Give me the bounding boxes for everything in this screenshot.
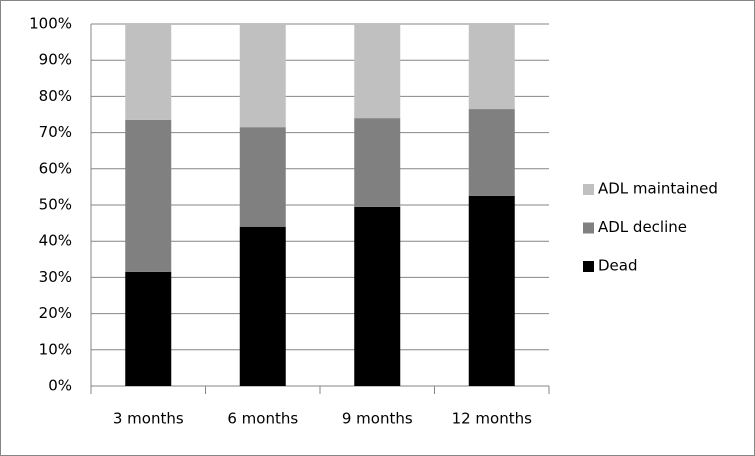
x-tick-label: 12 months: [452, 410, 533, 428]
bar-segment: [125, 24, 172, 120]
bar-segment: [239, 127, 286, 227]
bar-segment: [354, 206, 401, 386]
bar-segment: [468, 195, 515, 386]
legend-label: ADL maintained: [598, 180, 718, 198]
y-tick-label: 20%: [39, 304, 72, 322]
y-tick-label: 90%: [39, 51, 72, 69]
bar-segment: [125, 119, 172, 272]
bar-segment: [468, 24, 515, 110]
bar-segment: [354, 24, 401, 119]
x-tick-label: 9 months: [342, 410, 413, 428]
y-tick-label: 10%: [39, 340, 72, 358]
y-tick-label: 70%: [39, 123, 72, 141]
y-tick-label: 60%: [39, 159, 72, 177]
x-tick-label: 3 months: [113, 410, 184, 428]
legend-swatch: [583, 222, 594, 234]
legend-swatch: [583, 261, 594, 272]
bar-segment: [125, 271, 172, 386]
legend-swatch: [583, 184, 594, 195]
x-tick-label: 6 months: [227, 410, 298, 428]
bar-segment: [239, 226, 286, 386]
legend-label: Dead: [598, 257, 638, 275]
y-tick-label: 30%: [39, 268, 72, 286]
y-tick-label: 0%: [48, 377, 72, 395]
y-tick-label: 40%: [39, 232, 72, 250]
legend-label: ADL decline: [598, 218, 687, 236]
y-tick-label: 50%: [39, 196, 72, 214]
bar-segment: [354, 118, 401, 207]
bar-segment: [468, 109, 515, 196]
bar-segment: [239, 24, 286, 128]
y-tick-label: 80%: [39, 87, 72, 105]
y-tick-label: 100%: [29, 15, 72, 33]
